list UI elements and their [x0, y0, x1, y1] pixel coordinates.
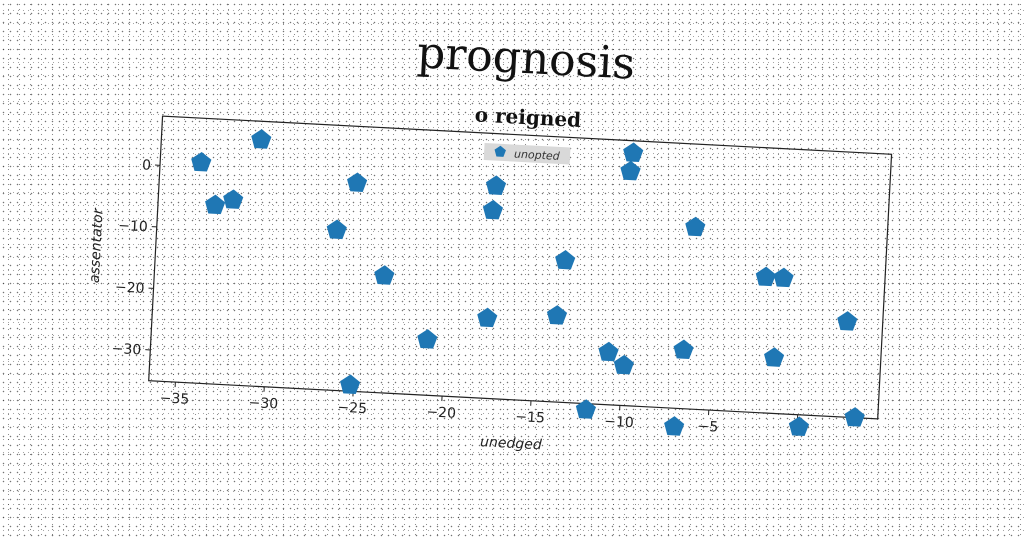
- legend: unopted: [484, 143, 571, 164]
- scatter-point: [191, 152, 211, 171]
- y-axis-label: assentator: [87, 207, 107, 284]
- y-tick-label: −30: [111, 341, 141, 359]
- legend-label: unopted: [514, 148, 561, 163]
- scatter-point: [599, 342, 619, 361]
- scatter-point: [223, 190, 243, 209]
- scatter-point: [576, 399, 596, 418]
- scatter-point: [756, 267, 776, 286]
- figure-suptitle: prognosis: [416, 27, 636, 89]
- axes-title: o reigned: [474, 102, 582, 132]
- x-tick-label: −5: [697, 419, 718, 436]
- scatter-point: [774, 268, 794, 287]
- scatter-point: [251, 129, 271, 148]
- scatter-point: [620, 161, 640, 180]
- x-tick-label: −20: [426, 404, 456, 422]
- x-axis-label: unedged: [480, 434, 542, 453]
- scatter-point: [547, 305, 567, 324]
- scatter-point: [374, 265, 394, 284]
- x-tick-label: −15: [515, 409, 545, 427]
- scatter-point: [327, 220, 347, 239]
- scatter-point: [555, 250, 575, 269]
- x-tick-label: −25: [337, 400, 367, 418]
- x-tick-label: −35: [159, 390, 189, 408]
- scatter-point: [623, 143, 643, 162]
- x-tick-label: −10: [604, 414, 634, 432]
- scatter-point: [789, 417, 809, 436]
- scatter-point: [845, 407, 865, 426]
- scatter-point: [764, 347, 784, 366]
- scatter-point: [674, 340, 694, 359]
- scatter-point: [483, 200, 503, 219]
- scatter-point: [347, 173, 367, 192]
- scatter-point: [664, 416, 684, 435]
- scatter-point: [614, 355, 634, 374]
- y-tick-label: −20: [115, 279, 145, 297]
- scatter-point: [417, 329, 437, 348]
- scatter-point: [340, 375, 360, 394]
- scatter-point: [837, 311, 857, 330]
- scatter-point: [685, 217, 705, 236]
- scatter-point: [477, 308, 497, 327]
- y-tick-label: 0: [142, 157, 152, 173]
- scatter-point: [205, 195, 225, 214]
- y-tick-label: −10: [118, 218, 148, 236]
- scatter-point: [486, 176, 506, 195]
- x-tick-label: −30: [248, 395, 278, 413]
